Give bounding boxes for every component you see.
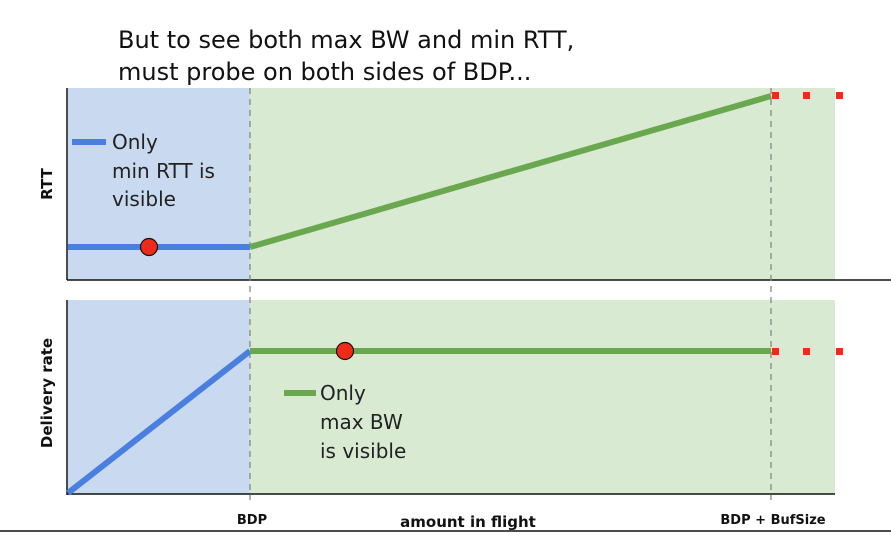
rate-legend-line-3: is visible <box>320 439 406 463</box>
title-line-2: must probe on both sides of BDP... <box>118 58 531 86</box>
rate-operating-point <box>335 341 355 361</box>
rate-rising-segment <box>66 348 252 496</box>
rtt-y-axis-label: RTT <box>38 167 56 199</box>
rtt-continuation-dot <box>772 92 779 99</box>
rtt-continuation-dot <box>803 92 810 99</box>
rate-legend-line-1: Only <box>320 381 366 405</box>
rtt-legend-line-1: Only <box>112 130 158 154</box>
rtt-region-below-bdp <box>68 88 250 280</box>
rate-continuation-dots <box>772 348 843 355</box>
rtt-rising-segment <box>249 93 772 250</box>
rtt-legend-line-2: min RTT is <box>112 159 215 183</box>
rate-y-axis-label: Delivery rate <box>38 338 56 448</box>
rate-continuation-dot <box>836 348 843 355</box>
rtt-region-above-bdp <box>250 88 835 280</box>
rtt-continuation-dot <box>836 92 843 99</box>
rate-continuation-dot <box>772 348 779 355</box>
rtt-continuation-dots <box>772 92 843 99</box>
rate-region-above-bdp <box>250 300 835 494</box>
rate-region-below-bdp <box>68 300 250 494</box>
rate-legend-line-2: max BW <box>320 410 403 434</box>
x-tick-bdp: BDP <box>237 513 267 528</box>
x-tick-bdp-bufsize: BDP + BufSize <box>720 513 825 528</box>
rtt-legend-line-3: visible <box>112 187 176 211</box>
rate-continuation-dot <box>803 348 810 355</box>
title-line-1: But to see both max BW and min RTT, <box>118 26 574 54</box>
rtt-operating-point <box>139 237 159 257</box>
x-axis-label: amount in flight <box>400 513 536 531</box>
